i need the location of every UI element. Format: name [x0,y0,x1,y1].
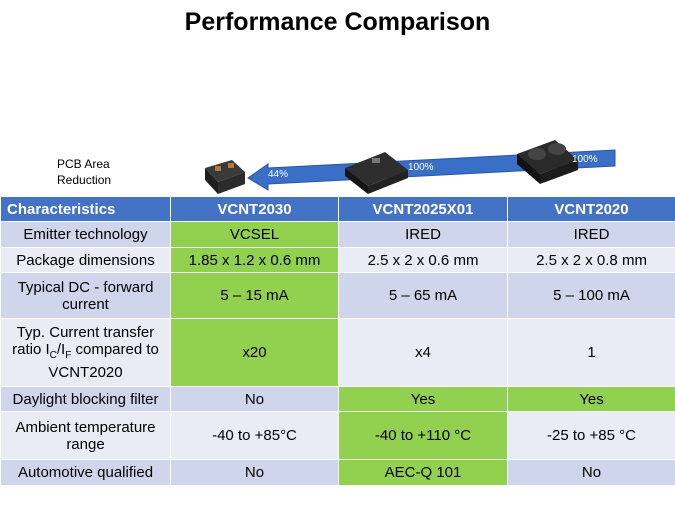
cell: AEC-Q 101 [338,459,508,486]
row-label: Typical DC - forward current [0,272,171,319]
table-row: Automotive qualified No AEC-Q 101 No [0,459,675,486]
subscript: C [49,350,57,361]
cell: No [507,459,675,486]
cell: 1 [507,318,675,387]
table-row: Typical DC - forward current 5 – 15 mA 5 –… [0,272,675,319]
cell: Yes [338,386,508,412]
row-label: Ambient temperature range [0,411,171,460]
table-row: Daylight blocking filter No Yes Yes [0,386,675,412]
cell: 2.5 x 2 x 0.8 mm [507,247,675,273]
cell: VCSEL [170,221,339,248]
arrow-label: 44% [268,169,288,180]
row-label: Automotive qualified [0,459,171,486]
cell: 5 – 65 mA [338,272,508,319]
table-row: Emitter technology VCSEL IRED IRED [0,221,675,248]
cell: -25 to +85 °C [507,411,675,460]
table-row: Ambient temperature range -40 to +85°C -40… [0,411,675,460]
slide-title: Performance Comparison [184,8,491,36]
cell: 2.5 x 2 x 0.6 mm [338,247,508,273]
cell: 5 – 100 mA [507,272,675,319]
row-label: Typ. Current transfer ratio IC/IF compar… [0,318,171,387]
row-label: Emitter technology [0,221,171,248]
label-text: Typical DC - forward current [17,278,154,313]
label-text: Daylight blocking filter [12,390,159,408]
figure-caption: PCB Area Reduction [57,157,112,187]
column-header: Characteristics [0,196,171,222]
chip-large [517,140,578,184]
table-row: Package dimensions 1.85 x 1.2 x 0.6 mm 2.5… [0,247,675,273]
column-header: VCNT2025X01 [338,196,508,222]
arrow-label: 100% [572,154,598,165]
label-text: Emitter technology [23,226,148,243]
cell: -40 to +85°C [170,411,339,460]
label-text: Ambient temperature range [15,418,156,453]
cell: Yes [507,386,675,412]
chip-medium [345,152,408,194]
label-text: Typ. Current transfer ratio I [12,324,155,358]
comparison-table: Characteristics VCNT2030 VCNT2025X01 VCNT20… [0,196,675,486]
label-text: Automotive qualified [17,464,154,481]
column-header: VCNT2030 [170,196,339,222]
package-illustration: 44% 100% 100% [205,140,616,194]
cell: No [170,386,339,412]
cell: IRED [338,221,508,248]
column-header: VCNT2020 [507,196,675,222]
chip-small [205,160,245,194]
table-row: Typ. Current transfer ratio IC/IF compar… [0,318,675,387]
label-text: /I [56,341,66,358]
cell: -40 to +110 °C [338,411,508,460]
cell: No [170,459,339,486]
label-text: Package dimensions [16,251,155,269]
subscript: F [65,350,72,361]
cell: IRED [507,221,675,248]
cell: 1.85 x 1.2 x 0.6 mm [170,247,339,273]
cell: x4 [338,318,508,387]
cell: x20 [170,318,339,387]
label-text: compared to VCNT2020 [48,341,159,381]
header-row: Characteristics VCNT2030 VCNT2025X01 VCNT20… [0,196,675,222]
cell: 5 – 15 mA [170,272,339,319]
row-label: Package dimensions [0,247,171,273]
arrow-label: 100% [408,162,434,173]
row-label: Daylight blocking filter [0,386,171,412]
